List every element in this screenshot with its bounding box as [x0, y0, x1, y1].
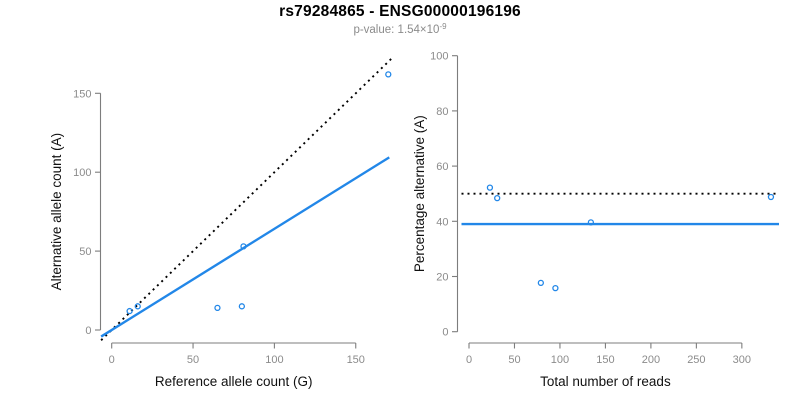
- y-tick-label: 100: [73, 167, 91, 179]
- y-tick-label: 80: [436, 106, 448, 118]
- x-tick-label: 250: [687, 354, 705, 366]
- data-point: [126, 307, 133, 315]
- figure-subtitle: p-value: 1.54×10-9: [0, 22, 800, 36]
- x-tick-label: 0: [466, 354, 472, 366]
- y-tick-label: 100: [430, 51, 448, 63]
- x-tick-label: 200: [642, 354, 660, 366]
- y-tick-label: 0: [85, 325, 91, 337]
- data-point: [385, 71, 392, 78]
- x-tick-label: 100: [551, 354, 569, 366]
- y-tick-label: 40: [436, 216, 448, 228]
- data-point: [552, 284, 559, 292]
- x-axis-title: Total number of reads: [540, 374, 671, 389]
- data-point: [214, 304, 221, 312]
- y-tick-label: 50: [79, 246, 91, 258]
- pvalue-text: p-value: 1.54×10: [353, 24, 440, 36]
- y-tick-label: 150: [73, 88, 91, 100]
- y-tick-label: 0: [442, 327, 448, 339]
- data-point: [134, 303, 141, 310]
- data-point: [240, 243, 247, 250]
- x-tick-label: 0: [109, 354, 115, 366]
- y-tick-label: 60: [436, 161, 448, 173]
- x-tick-label: 100: [265, 354, 283, 366]
- pvalue-exponent: -9: [439, 22, 447, 31]
- data-point: [494, 194, 501, 202]
- x-tick-label: 50: [187, 354, 199, 366]
- y-axis-title: Alternative allele count (A): [49, 133, 64, 291]
- expected-identity-line: [100, 57, 394, 341]
- y-tick-label: 20: [436, 272, 448, 284]
- x-tick-label: 150: [347, 354, 365, 366]
- figure-title: rs79284865 - ENSG00000196196: [279, 3, 521, 20]
- data-point: [587, 219, 595, 226]
- data-point: [537, 279, 545, 286]
- x-axis-title: Reference allele count (G): [155, 374, 313, 389]
- x-tick-label: 50: [508, 354, 520, 366]
- y-axis-title: Percentage alternative (A): [412, 115, 427, 272]
- data-point: [486, 184, 494, 191]
- x-tick-label: 300: [733, 354, 751, 366]
- fitted-line: [100, 156, 390, 338]
- x-tick-label: 150: [596, 354, 614, 366]
- data-point: [238, 303, 246, 310]
- data-point: [767, 193, 775, 201]
